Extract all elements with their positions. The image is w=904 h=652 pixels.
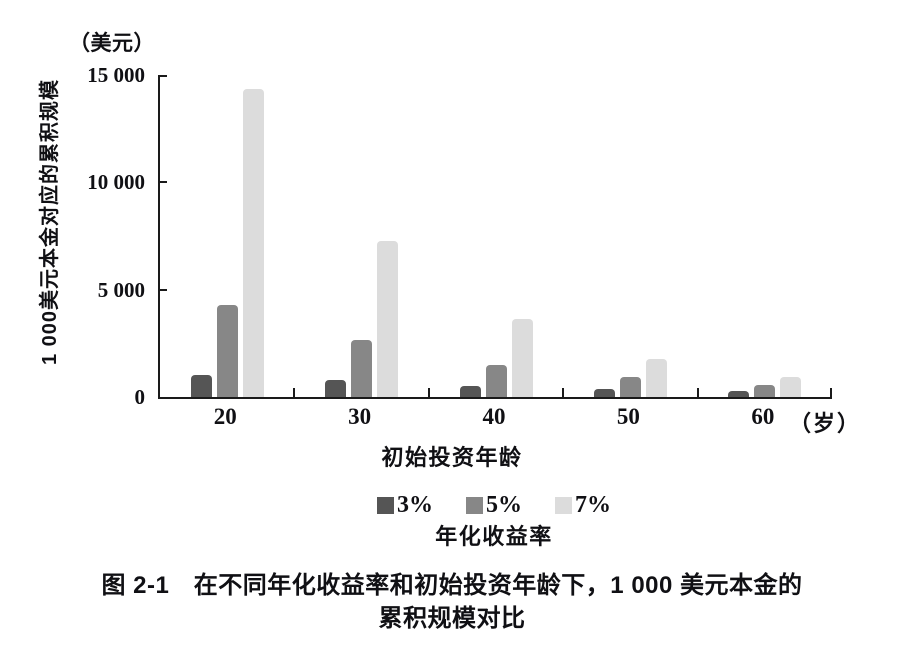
bar-5pct-age-30 [351,340,373,397]
bar-3pct-age-40 [459,385,481,397]
legend-item-3pct: 3% [377,492,433,519]
bar-7pct-age-60 [780,376,802,397]
y-tick-label-10000: 10 000 [87,170,145,195]
bar-groups [160,75,832,397]
y-tick-label-5000: 5 000 [97,277,145,302]
bar-7pct-age-40 [511,318,533,397]
legend-swatch-5pct [466,497,483,514]
y-tick-mark-15000 [160,75,167,77]
x-tick-label-40: 40 [482,404,506,429]
legend-label-7pct: 7% [575,492,611,518]
x-tick-label-30: 30 [348,404,372,429]
x-tick-mark-1 [293,388,296,397]
bar-5pct-age-50 [619,376,641,397]
bar-3pct-age-20 [190,374,212,397]
plot-area [158,75,832,399]
bar-5pct-age-20 [216,304,238,397]
legend-item-5pct: 5% [466,492,522,519]
caption-line-2: 累积规模对比 [378,605,526,632]
bar-group-age-50 [563,75,697,397]
legend-swatch-7pct [555,497,572,514]
bar-5pct-age-60 [754,385,776,397]
legend-swatch-3pct [377,497,394,514]
bar-3pct-age-30 [325,379,347,397]
x-tick-mark-2 [427,388,430,397]
x-axis-tick-labels: 20 30 40 50 60 [158,404,830,430]
y-tick-mark-5000 [160,288,167,291]
x-tick-mark-5 [830,388,832,397]
legend-item-7pct: 7% [555,492,611,519]
x-tick-mark-3 [562,388,565,397]
bar-7pct-age-50 [645,359,667,397]
bar-3pct-age-60 [728,391,750,397]
bar-group-age-40 [429,75,563,397]
figure-caption: 图 2-1 在不同年化收益率和初始投资年龄下，1 000 美元本金的 累积规模对… [0,569,904,635]
y-axis-unit-label: （美元） [69,32,155,55]
x-tick-mark-4 [696,388,699,397]
legend-label-3pct: 3% [397,492,433,518]
legend: 3% 5% 7% [158,492,830,519]
bar-group-age-30 [294,75,428,397]
y-tick-label-15000: 15 000 [87,63,145,87]
legend-label-5pct: 5% [486,492,522,518]
caption-line-1: 图 2-1 在不同年化收益率和初始投资年龄下，1 000 美元本金的 [101,572,803,599]
bar-group-age-60 [698,75,832,397]
x-axis-unit-label: （岁） [789,411,862,436]
bar-7pct-age-20 [242,89,264,397]
bar-7pct-age-30 [377,241,399,397]
y-tick-mark-10000 [160,181,167,184]
x-tick-label-60: 60 [751,404,775,429]
y-tick-label-0: 0 [134,385,146,409]
x-axis-title: 初始投资年龄 [381,445,523,470]
x-tick-label-50: 50 [616,404,640,429]
x-tick-label-20: 20 [213,404,237,429]
legend-title: 年化收益率 [435,524,553,549]
bar-5pct-age-40 [485,364,507,397]
bar-3pct-age-50 [593,388,615,397]
bar-group-age-20 [160,75,294,397]
y-axis-tick-labels: 0 5 000 10 000 15 000 [55,63,145,409]
